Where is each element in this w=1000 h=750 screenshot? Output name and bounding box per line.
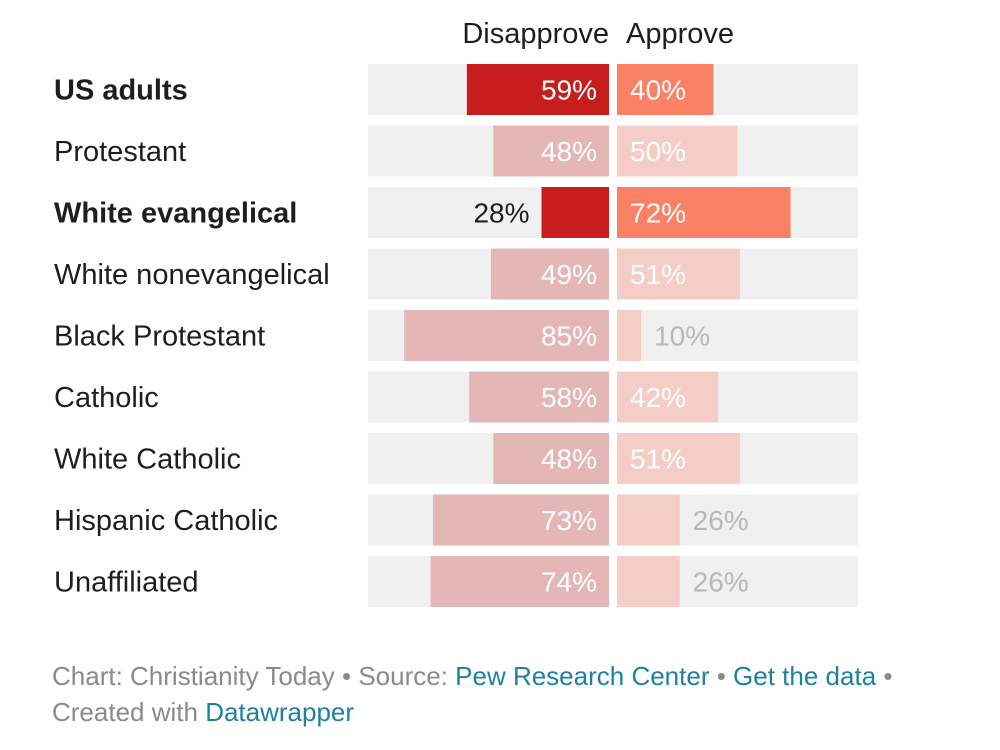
chart-credit: Chart: Christianity Today [52, 661, 335, 691]
bar-disapprove-white-evangelical [541, 187, 609, 238]
row-label-black-protestant: Black Protestant [54, 321, 265, 353]
bar-approve-hispanic-catholic [617, 494, 680, 546]
value-approve-hispanic-catholic: 26% [693, 505, 749, 536]
row-label-us-adults: US adults [54, 75, 188, 107]
row-label-hispanic-catholic: Hispanic Catholic [54, 505, 278, 537]
value-approve-unaffiliated: 26% [693, 567, 749, 598]
value-approve-white-nonevangelical: 51% [630, 259, 686, 290]
row-label-unaffiliated: Unaffiliated [54, 567, 199, 599]
row-label-protestant: Protestant [54, 136, 186, 168]
datawrapper-link[interactable]: Datawrapper [205, 697, 355, 727]
header-approve: Approve [626, 18, 734, 50]
track-approve-black-protestant [617, 310, 858, 361]
row-label-white-catholic: White Catholic [54, 444, 241, 476]
value-disapprove-white-nonevangelical: 49% [541, 259, 597, 290]
value-disapprove-catholic: 58% [541, 382, 597, 413]
source-link[interactable]: Pew Research Center [455, 661, 710, 691]
value-approve-protestant: 50% [630, 136, 686, 167]
value-approve-white-catholic: 51% [630, 444, 686, 475]
value-disapprove-black-protestant: 85% [541, 321, 597, 352]
bar-approve-white-catholic [617, 433, 740, 484]
value-approve-white-evangelical: 72% [630, 198, 686, 229]
source-prefix: Source: [358, 661, 456, 691]
bar-disapprove-hispanic-catholic [433, 494, 609, 546]
bar-disapprove-protestant [493, 125, 609, 177]
value-disapprove-white-evangelical: 28% [473, 198, 529, 229]
bar-approve-black-protestant [617, 310, 642, 361]
bar-approve-unaffiliated [617, 556, 680, 607]
chart-footer: Chart: Christianity Today • Source: Pew … [52, 661, 893, 727]
bar-disapprove-us-adults [466, 64, 609, 115]
value-approve-us-adults: 40% [630, 75, 686, 106]
bar-approve-white-nonevangelical [617, 248, 740, 300]
bar-approve-white-evangelical [617, 187, 791, 238]
value-approve-catholic: 42% [630, 382, 686, 413]
value-disapprove-us-adults: 59% [541, 75, 597, 106]
bar-approve-us-adults [617, 64, 714, 115]
row-label-white-nonevangelical: White nonevangelical [54, 259, 330, 291]
value-disapprove-protestant: 48% [541, 136, 597, 167]
value-disapprove-white-catholic: 48% [541, 444, 597, 475]
bar-disapprove-white-nonevangelical [490, 248, 609, 300]
get-data-link[interactable]: Get the data [733, 661, 877, 691]
bar-disapprove-white-catholic [493, 433, 609, 484]
header-disapprove: Disapprove [462, 18, 609, 50]
bar-approve-catholic [617, 371, 719, 423]
bar-disapprove-catholic [469, 371, 609, 423]
diverging-bar-chart: Disapprove Approve US adults 59% 40% Protesta… [54, 18, 858, 607]
row-label-catholic: Catholic [54, 382, 159, 414]
row-label-white-evangelical: White evangelical [54, 198, 297, 230]
value-disapprove-unaffiliated: 74% [541, 567, 597, 598]
created-prefix: Created with [52, 697, 206, 727]
value-approve-black-protestant: 10% [654, 321, 710, 352]
bar-disapprove-unaffiliated [430, 556, 609, 607]
bar-approve-protestant [617, 125, 738, 177]
bar-disapprove-black-protestant [404, 310, 609, 361]
value-disapprove-hispanic-catholic: 73% [541, 505, 597, 536]
